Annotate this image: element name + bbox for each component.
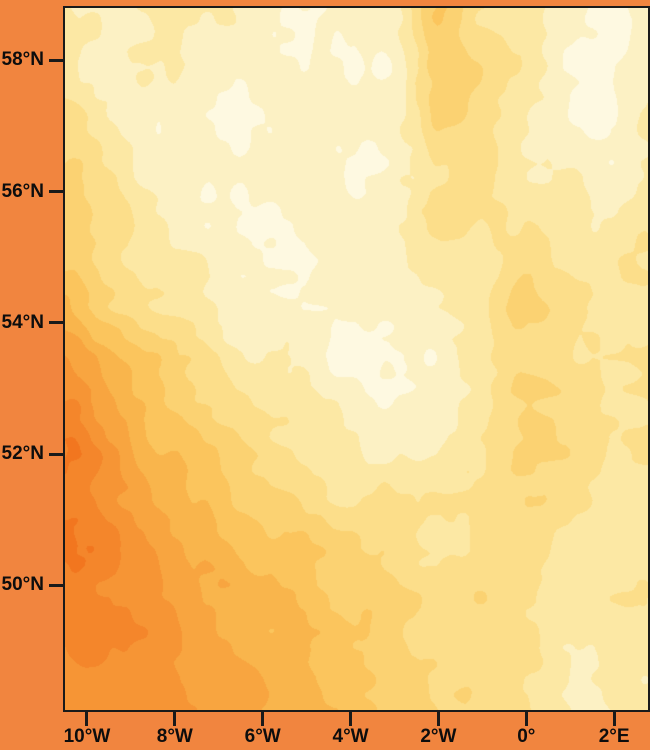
plot-frame [63,6,650,712]
contour-map-canvas [65,8,648,710]
y-axis-tick-mark [49,58,63,62]
x-axis-tick-mark [173,712,177,726]
x-axis-tick-label: 10°W [63,726,111,747]
x-axis-tick-mark [524,712,528,726]
x-axis-tick-label: 6°W [244,726,281,747]
x-axis-tick-label: 2°E [598,726,630,747]
y-axis-tick-mark [49,583,63,587]
y-axis-tick-mark [49,321,63,325]
x-axis-tick-mark [436,712,440,726]
x-axis-tick-mark [261,712,265,726]
y-axis-tick-label: 50°N [1,574,44,596]
x-axis-tick-mark [349,712,353,726]
y-axis-tick-mark [49,190,63,194]
x-axis-tick-mark [85,712,89,726]
y-axis-tick-label: 58°N [1,49,44,71]
x-axis-tick-label: 4°W [332,726,369,747]
x-axis-tick-label: 8°W [156,726,193,747]
y-axis-tick-label: 52°N [1,443,44,465]
x-axis-tick-label: 2°W [420,726,457,747]
y-axis-tick-mark [49,452,63,456]
y-axis-tick-label: 56°N [1,180,44,202]
x-axis-tick-label: 0° [517,726,536,747]
x-axis-tick-mark [612,712,616,726]
y-axis-tick-label: 54°N [1,311,44,333]
